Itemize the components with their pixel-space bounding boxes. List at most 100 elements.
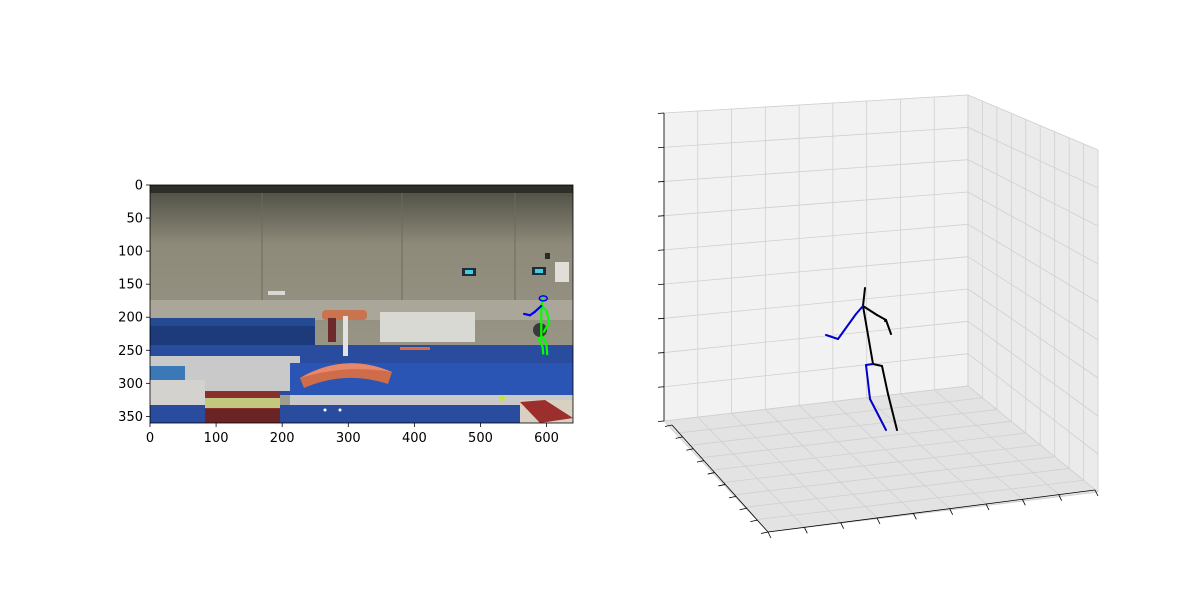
pose-3d-bone: [865, 364, 871, 400]
image-y-axis: 0 50 100 150 200 250 300 350: [118, 179, 150, 425]
x-tick-label: 300: [336, 431, 361, 446]
pose-2d-head: [538, 295, 549, 302]
grid-line: [697, 416, 805, 528]
y-tick-3d: [985, 503, 990, 511]
grid-line: [967, 223, 1099, 303]
grid-line: [967, 353, 1099, 455]
grid-line: [663, 320, 969, 353]
grid-line: [967, 256, 1099, 341]
pose-2d-bone: [522, 312, 532, 317]
grid-line: [663, 288, 969, 319]
pose-3d-bone: [872, 363, 883, 367]
y-tick-3d: [1021, 499, 1026, 506]
z-tick: [657, 386, 665, 388]
y-tick-label: 300: [118, 377, 143, 392]
ticks-3d: [657, 112, 1099, 539]
grid-line: [744, 468, 1070, 508]
x-tick-label: 500: [468, 431, 493, 446]
x-tick-3d: [696, 460, 705, 463]
grid-line: [967, 385, 1099, 493]
x-tick-3d: [760, 531, 769, 534]
grid-line: [663, 223, 969, 251]
grid-line: [663, 159, 969, 182]
y-tick-3d: [803, 527, 808, 534]
x-tick-3d: [718, 484, 726, 487]
x-tick-3d: [675, 436, 683, 439]
grid-line: [798, 405, 915, 515]
y-tick-3d: [840, 522, 845, 529]
x-tick-label: 200: [270, 431, 295, 446]
image-x-axis: 0 100 200 300 400 500 600: [146, 423, 559, 446]
y-tick-label: 250: [118, 344, 143, 359]
x-tick-label: 100: [204, 431, 229, 446]
pose-3d-skeleton: [825, 287, 898, 431]
y-tick-label: 150: [118, 278, 143, 293]
y-tick-3d: [912, 513, 917, 520]
pose-2d-bone: [542, 321, 551, 333]
pose-3d-bone: [825, 334, 839, 340]
pose-3d-bone: [862, 305, 874, 365]
x-tick-3d: [707, 472, 715, 475]
grid-line: [756, 479, 1084, 521]
pose-3d-bone: [855, 305, 864, 315]
axes-3d-lines: [663, 113, 1096, 533]
grid-line: [663, 420, 769, 533]
z-tick: [657, 146, 665, 149]
x-tick-label: 400: [402, 431, 427, 446]
pose-3d-subplot: [657, 94, 1099, 539]
grid-line: [663, 191, 969, 217]
grid-line: [675, 397, 983, 434]
y-tick-3d: [1058, 494, 1063, 501]
z-tick: [657, 181, 665, 183]
z-tick: [657, 352, 665, 354]
grid-line: [698, 420, 1012, 459]
grid-line: [731, 412, 842, 524]
grid-line: [967, 94, 1099, 151]
grid-line: [721, 444, 1041, 484]
grid-line: [866, 397, 989, 506]
grid-line: [710, 432, 1026, 471]
pose-2d-bone: [543, 337, 548, 348]
pose-2d-bone: [533, 304, 543, 314]
pose-2d-bone: [540, 304, 548, 312]
y-tick-label: 100: [118, 245, 143, 260]
z-tick: [657, 249, 665, 251]
y-tick-label: 200: [118, 311, 143, 326]
z-tick: [657, 317, 665, 320]
pose-3d-bone: [885, 319, 892, 335]
x-tick-3d: [686, 448, 694, 451]
pose-2d-bone: [545, 345, 549, 356]
grid-line: [663, 385, 969, 422]
image-axes-frame: [149, 184, 574, 424]
grid-line: [765, 409, 879, 519]
y-tick-label: 0: [135, 179, 143, 194]
grid-line: [687, 409, 997, 447]
y-tick-3d: [1094, 489, 1099, 497]
pose-2d-overlay: [522, 295, 551, 356]
grid-3d: [663, 94, 1099, 533]
z-tick: [657, 283, 665, 286]
grid-line: [933, 389, 1062, 497]
pose-2d-bone: [537, 337, 544, 349]
grid-line: [663, 353, 969, 388]
y-tick-3d: [767, 531, 772, 539]
y-tick-label: 350: [118, 410, 143, 425]
gym-photo: [150, 185, 573, 423]
pose-2d-bone: [541, 345, 545, 355]
pose-3d-bone: [876, 314, 887, 321]
video-frame-subplot: 0 100 200 300 400 500 600 0 50 100 150 200 250 300 35…: [118, 179, 574, 446]
x-tick-3d: [739, 507, 747, 511]
grid-line: [967, 288, 1099, 379]
y-tick-label: 50: [126, 212, 143, 227]
grid-line: [967, 159, 1099, 227]
x-tick-3d: [664, 424, 673, 427]
pose-3d-bone: [837, 313, 857, 340]
z-tick: [657, 112, 665, 114]
x-tick-3d: [750, 519, 758, 523]
grid-line: [663, 256, 969, 285]
grid-line: [967, 126, 1099, 189]
y-tick-3d: [949, 508, 954, 515]
pose-3d-bone: [869, 398, 887, 431]
pose-3d-bone: [884, 319, 887, 322]
